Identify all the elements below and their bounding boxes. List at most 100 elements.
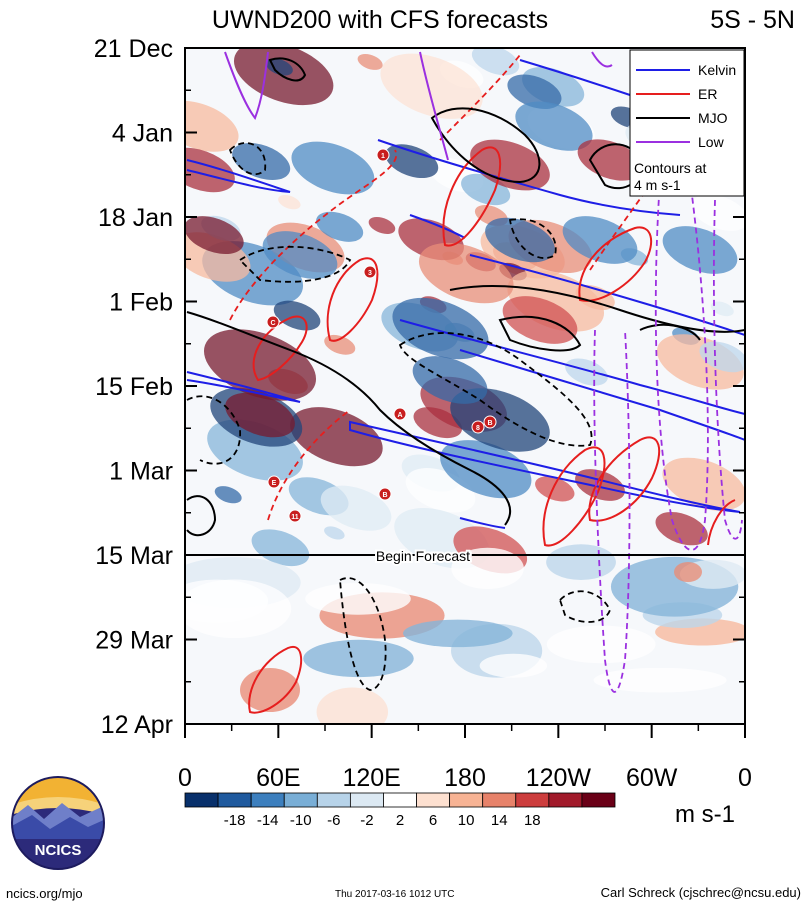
svg-text:C: C [270,320,275,327]
svg-text:11: 11 [291,514,299,521]
x-axis: 0 60E 120E 180 120W 60W 0 [178,724,752,792]
kelvin-contour [459,517,506,529]
colorbar-swatch [449,792,484,808]
colorbar-tick-label: -18 [224,812,246,829]
kelvin-contour [399,319,745,415]
low-contour [224,51,269,121]
colorbar-swatch [482,792,517,808]
mjo-contour-negative [228,142,266,176]
svg-text:E: E [272,480,277,487]
colorbar-swatch [548,792,583,808]
legend-note-line1: Contours at [634,160,706,176]
mjo-contour-negative [238,245,352,283]
low-contour-negative [654,179,709,551]
mjo-contour-negative [339,577,387,691]
wave-contours [186,51,745,714]
contour-marker: C [266,315,280,329]
y-tick-label: 18 Jan [98,204,173,232]
timestamp: Thu 2017-03-16 1012 UTC [335,889,455,900]
mjo-contour [430,107,541,184]
y-tick-label: 15 Feb [95,373,173,401]
kelvin-contour [459,349,745,441]
x-tick-label: 0 [178,764,192,792]
author-credit: Carl Schreck (cjschrec@ncsu.edu) [600,885,801,900]
colorbar-swatch [217,792,252,808]
er-contour-negative [229,149,398,321]
y-tick-label: 1 Mar [109,458,173,486]
legend-label-kelvin: Kelvin [698,62,736,78]
kelvin-contour [469,254,745,336]
colorbar-swatch [316,792,351,808]
colorbar-tick-label: -2 [360,812,373,829]
colorbar: -18 -14 -10 -6 -2 2 6 10 14 18 [184,792,616,829]
svg-text:1: 1 [381,153,385,160]
colorbar-tick-label: -14 [257,812,279,829]
y-tick-label: 29 Mar [95,627,173,655]
contour-marker: 8 [471,420,485,434]
kelvin-contour [409,214,466,239]
chart-title: UWND200 with CFS forecasts [212,6,548,34]
x-tick-label: 0 [738,764,752,792]
mjo-contour-negative [398,332,593,447]
colorbar-tick-label: 10 [458,812,475,829]
kelvin-contour [186,371,301,403]
colorbar-swatch [581,792,616,808]
anomaly-field [185,48,745,724]
er-contour [542,446,606,547]
colorbar-tick-label: 2 [396,812,404,829]
x-tick-label: 120E [342,764,400,792]
x-tick-label: 60E [256,764,300,792]
begin-forecast-label: Begin Forecast [376,548,470,564]
colorbar-tick-label: -6 [327,812,340,829]
er-contour-negative [439,54,521,141]
colorbar-units: m s-1 [675,801,735,828]
legend-label-er: ER [698,86,717,102]
kelvin-contour [186,159,291,193]
colorbar-swatch [283,792,318,808]
mjo-contour [639,323,701,341]
colorbar-tick-label: 6 [429,812,437,829]
legend: Kelvin ER MJO Low Contours at 4 m s-1 [629,49,745,197]
colorbar-swatch [349,792,384,808]
contour-marker: 11 [288,509,302,523]
contour-marker: 1 [376,148,390,162]
y-tick-label: 4 Jan [112,120,173,148]
svg-text:B: B [382,492,387,499]
svg-text:B: B [487,420,492,427]
kelvin-contour [519,59,631,96]
er-contour [588,436,661,522]
logo-text: NCICS [35,842,82,859]
colorbar-swatch [184,792,219,808]
y-tick-label: 15 Mar [95,542,173,570]
legend-box [629,49,745,197]
contour-marker: B [483,415,497,429]
low-contour-negative [712,199,743,540]
mjo-contour-negative [508,218,557,259]
svg-text:8: 8 [476,425,480,432]
colorbar-tick-label: 14 [491,812,508,829]
contour-marker: 3 [363,265,377,279]
y-tick-label: 1 Feb [109,289,173,317]
ncics-logo: NCICS [11,776,105,870]
legend-label-mjo: MJO [698,110,728,126]
er-contour [707,499,736,546]
low-contour-negative [593,329,631,693]
mjo-contour-negative [186,395,241,465]
er-contour [578,226,653,302]
er-contour [252,315,308,382]
legend-note-line2: 4 m s-1 [634,177,681,193]
colorbar-tick-label: -10 [290,812,312,829]
contour-marker: B [378,487,392,501]
legend-label-low: Low [698,134,725,150]
y-tick-label: 21 Dec [94,35,173,63]
site-link[interactable]: ncics.org/mjo [6,886,83,901]
colorbar-swatch [383,792,417,808]
er-contour [248,645,303,714]
x-tick-label: 120W [526,764,592,792]
mjo-contour [268,57,307,82]
low-contour [591,51,613,68]
region-label: 5S - 5N [710,6,795,34]
contour-marker: E [267,475,281,489]
